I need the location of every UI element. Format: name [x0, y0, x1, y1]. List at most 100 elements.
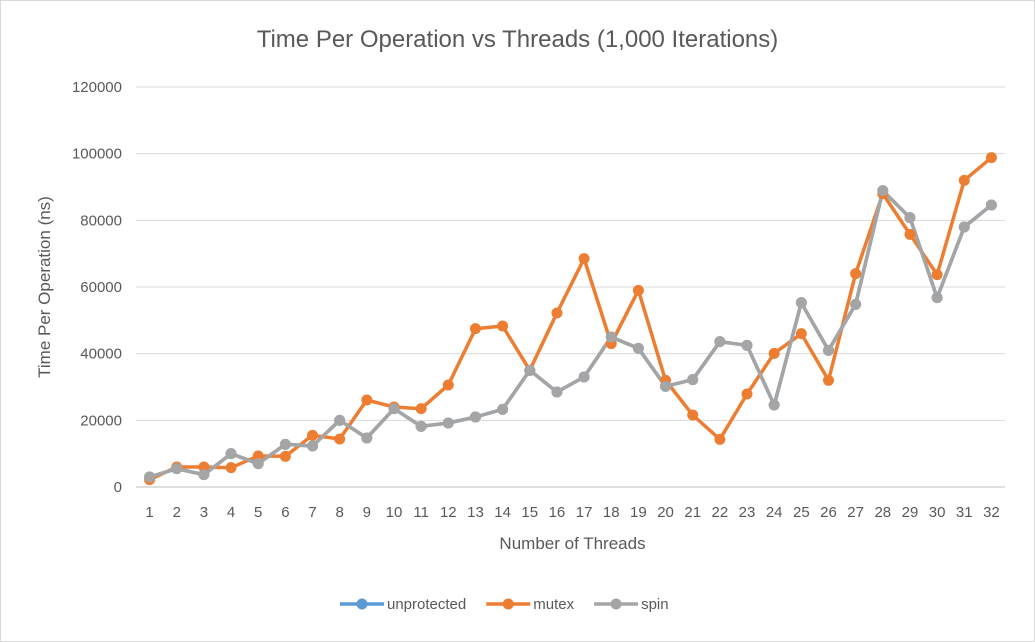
data-point-spin: [931, 292, 943, 304]
data-point-mutex: [958, 174, 970, 186]
data-point-mutex: [931, 269, 943, 281]
data-point-spin: [660, 380, 672, 392]
data-point-spin: [795, 297, 807, 309]
y-tick-label: 100000: [72, 146, 122, 163]
data-point-mutex: [850, 268, 862, 280]
legend-item-unprotected: unprotected: [340, 596, 466, 613]
x-tick-label: 18: [603, 504, 620, 521]
data-point-mutex: [632, 284, 644, 296]
data-point-spin: [144, 471, 156, 483]
data-point-mutex: [225, 462, 237, 474]
data-point-spin: [361, 432, 373, 444]
legend-swatch-marker: [356, 598, 368, 610]
data-point-spin: [741, 339, 753, 351]
data-point-spin: [388, 403, 400, 415]
y-tick-label: 60000: [80, 279, 122, 296]
data-point-spin: [877, 185, 889, 197]
data-point-spin: [768, 399, 780, 411]
data-point-mutex: [985, 152, 997, 164]
series-points: [144, 152, 997, 486]
x-axis-title: Number of Threads: [499, 534, 645, 553]
data-point-spin: [497, 403, 509, 415]
data-point-mutex: [687, 409, 699, 421]
data-point-mutex: [279, 450, 291, 462]
data-point-spin: [307, 440, 319, 452]
data-point-spin: [442, 417, 454, 429]
chart-title: Time Per Operation vs Threads (1,000 Ite…: [256, 26, 779, 53]
x-tick-label: 1: [145, 504, 153, 521]
data-point-mutex: [361, 394, 373, 406]
data-point-spin: [605, 331, 617, 343]
data-point-mutex: [307, 429, 319, 441]
data-point-spin: [171, 463, 183, 475]
x-tick-label: 22: [712, 504, 729, 521]
series-lines: [148, 156, 993, 482]
data-point-mutex: [334, 433, 346, 445]
x-tick-label: 8: [336, 504, 344, 521]
data-point-spin: [225, 448, 237, 460]
data-point-mutex: [904, 228, 916, 240]
data-point-spin: [850, 298, 862, 310]
data-point-mutex: [741, 388, 753, 400]
data-point-mutex: [469, 323, 481, 335]
x-tick-label: 12: [440, 504, 457, 521]
x-tick-label: 9: [363, 504, 371, 521]
x-tick-label: 2: [173, 504, 181, 521]
x-tick-label: 3: [200, 504, 208, 521]
data-point-spin: [279, 438, 291, 450]
x-tick-label: 19: [630, 504, 647, 521]
x-tick-label: 10: [386, 504, 403, 521]
data-point-mutex: [822, 374, 834, 386]
legend-label: spin: [641, 596, 669, 613]
data-point-mutex: [551, 307, 563, 319]
x-tick-label: 23: [739, 504, 756, 521]
x-tick-label: 20: [657, 504, 674, 521]
x-tick-label: 29: [902, 504, 919, 521]
y-axis-title: Time Per Operation (ns): [35, 196, 54, 378]
data-point-mutex: [198, 461, 210, 473]
legend-item-spin: spin: [594, 596, 669, 613]
x-tick-label: 6: [281, 504, 289, 521]
x-tick-label: 32: [983, 504, 1000, 521]
data-point-mutex: [415, 403, 427, 415]
y-tick-label: 0: [114, 479, 122, 496]
data-point-spin: [198, 469, 210, 481]
x-tick-label: 16: [549, 504, 566, 521]
data-point-spin: [822, 344, 834, 356]
x-tick-label: 30: [929, 504, 946, 521]
x-tick-label: 5: [254, 504, 262, 521]
data-point-mutex: [714, 433, 726, 445]
x-tick-label: 11: [413, 504, 429, 521]
x-tick-labels: 1 2 3 4 5 6 7 8 9 10 11 12 13 14 15 16 17 18 19 20 21 22 23 24 2…: [145, 504, 999, 521]
x-tick-label: 15: [521, 504, 538, 521]
x-tick-label: 17: [576, 504, 593, 521]
data-point-spin: [551, 386, 563, 398]
legend-swatch-marker: [610, 598, 622, 610]
series-line-unprotected: [149, 188, 993, 479]
data-point-spin: [524, 364, 536, 376]
x-tick-label: 27: [847, 504, 864, 521]
x-tick-label: 24: [766, 504, 783, 521]
data-point-spin: [904, 212, 916, 224]
data-point-spin: [687, 374, 699, 386]
x-tick-label: 21: [684, 504, 701, 521]
x-tick-label: 13: [467, 504, 484, 521]
data-point-mutex: [795, 328, 807, 340]
x-tick-label: 31: [956, 504, 973, 521]
legend-label: mutex: [533, 596, 574, 613]
data-point-spin: [985, 199, 997, 211]
legend-item-mutex: mutex: [486, 596, 575, 613]
x-tick-label: 28: [874, 504, 891, 521]
data-point-spin: [578, 371, 590, 383]
data-point-mutex: [768, 347, 780, 359]
y-tick-label: 20000: [80, 412, 122, 429]
x-tick-label: 26: [820, 504, 837, 521]
y-tick-label: 120000: [72, 79, 122, 96]
legend: unprotected mutex spin: [340, 596, 669, 613]
data-point-spin: [415, 420, 427, 432]
x-tick-label: 4: [227, 504, 235, 521]
data-point-spin: [469, 411, 481, 423]
x-tick-label: 25: [793, 504, 810, 521]
